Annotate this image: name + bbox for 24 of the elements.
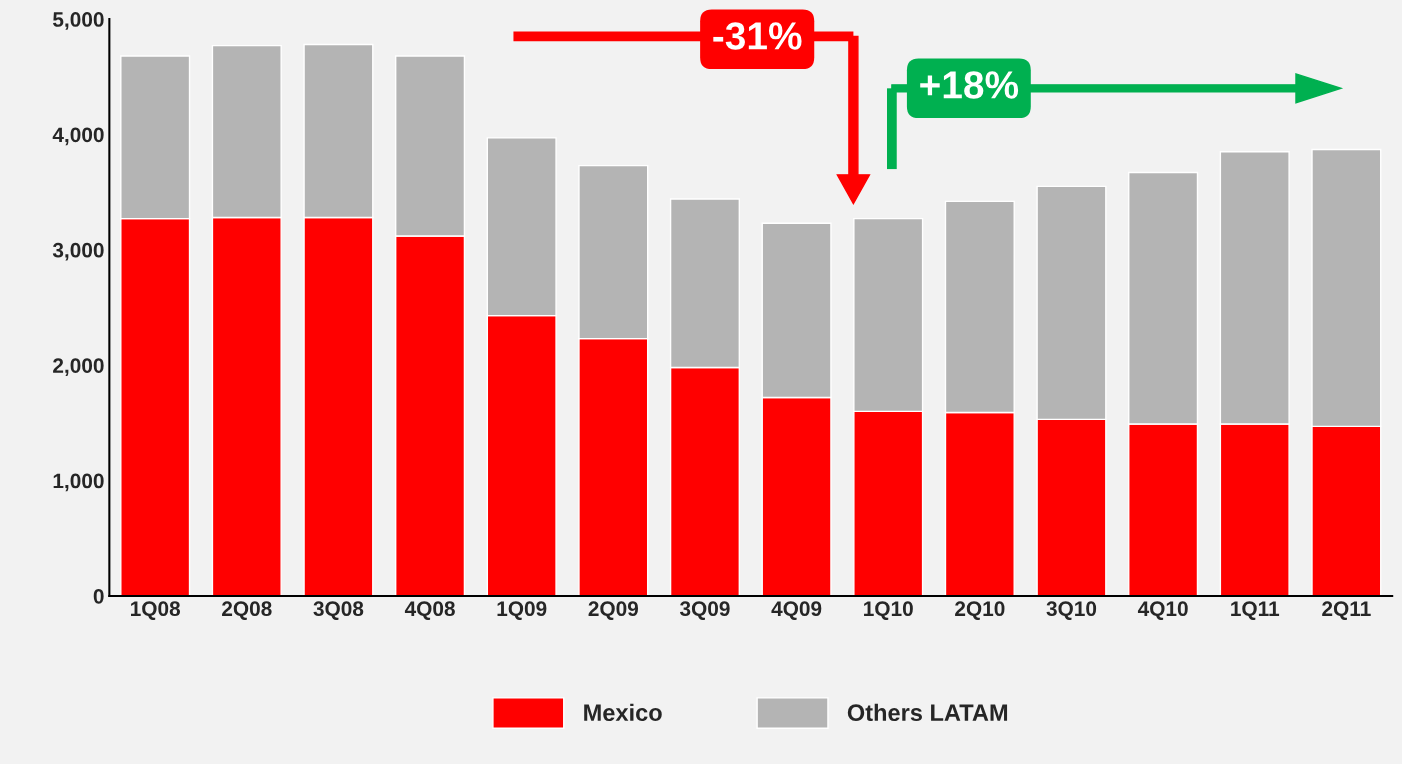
x-tick-label: 1Q10: [864, 601, 913, 620]
y-tick-label: 1,000: [53, 473, 104, 492]
x-tick-label: 2Q08: [222, 601, 272, 620]
y-tick-label: 3,000: [52, 242, 104, 261]
x-tick-label: 3Q08: [313, 601, 364, 620]
x-tick-label: 4Q08: [404, 601, 455, 620]
x-tick-label: 4Q10: [1137, 601, 1188, 620]
y-tick-label: 0: [93, 588, 104, 604]
annotation: -31%: [713, 22, 802, 50]
legend-label: Others LATAM: [847, 703, 1008, 722]
x-tick-label: 1Q08: [131, 601, 181, 620]
y-tick-label: 2,000: [53, 358, 104, 376]
x-tick-label: 1Q09: [497, 601, 547, 620]
legend-label: Mexico: [584, 703, 662, 722]
x-tick-label: 4Q09: [771, 601, 822, 620]
y-tick-label: 4,000: [52, 127, 104, 146]
annotation: +18%: [920, 71, 1019, 99]
x-tick-label: 2Q09: [588, 601, 639, 620]
x-tick-label: 2Q10: [955, 601, 1005, 620]
x-tick-label: 3Q10: [1046, 601, 1097, 620]
x-tick-label: 1Q11: [1231, 601, 1280, 620]
x-tick-label: 3Q09: [679, 601, 730, 620]
x-tick-label: 2Q11: [1322, 601, 1371, 620]
y-tick-label: 5,000: [53, 12, 104, 30]
